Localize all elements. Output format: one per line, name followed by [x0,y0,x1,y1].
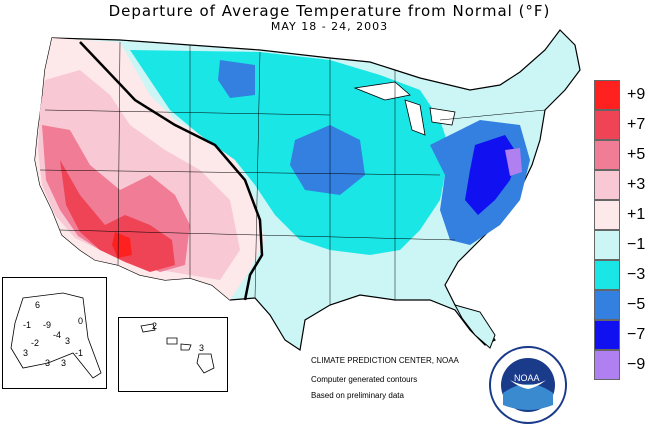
hawaii-label: 3 [199,343,205,353]
state-boundaries [39,41,546,305]
florida [454,304,496,349]
legend-swatch [594,320,620,350]
hawaii-islands [140,323,215,374]
legend-swatch [594,200,620,230]
legend-swatch [594,230,620,260]
legend-label: +9 [627,86,646,103]
legend-label: +3 [627,176,646,193]
alaska-label: -4 [53,330,62,340]
zone-minus3 [130,50,450,255]
legend-swatch [594,170,620,200]
zone-plus9 [112,232,132,258]
legend-label: −1 [627,236,646,253]
noaa-emblem [489,346,567,424]
map-subtitle: MAY 18 - 24, 2003 [270,20,389,33]
legend-label: −7 [627,326,646,343]
alaska-label: 3 [45,358,51,368]
noaa-logo-text: NOAA [514,373,540,383]
zone-minus7 [465,135,518,215]
legend-label: +1 [627,206,646,223]
alaska-label: -1 [23,320,32,330]
alaska-label: -2 [31,338,40,348]
legend-swatch [594,350,620,380]
legend-swatch [594,290,620,320]
legend-label: −9 [627,356,646,373]
zone-plus7 [60,160,175,272]
alaska-label: -9 [43,320,52,330]
alaska-label: 3 [61,358,67,368]
legend-label: −3 [627,266,646,283]
alaska-label: -1 [75,348,84,358]
alaska-shape [10,292,102,379]
legend-label: +5 [627,146,646,163]
zero-contour [79,41,264,301]
hawaii-label: 2 [152,321,158,331]
zone-minus9 [505,148,522,176]
alaska-label: 6 [35,300,41,310]
alaska-inset: 6 -1 -9 -4 -2 3 0 3 -1 3 3 [2,277,107,389]
credit-line1: Computer generated contours [311,375,418,384]
alaska-label: 3 [65,336,71,346]
legend-swatch [594,140,620,170]
credit-line2: Based on preliminary data [311,391,404,400]
noaa-logo: NOAA [488,345,568,425]
legend-label: +7 [627,116,646,133]
legend-swatch [594,260,620,290]
zone-minus5-mtn [218,60,255,98]
credit-center: CLIMATE PREDICTION CENTER, NOAA [311,356,459,365]
zone-minus5-plains [290,125,365,195]
legend-label: −5 [627,296,646,313]
great-lakes [353,81,456,136]
legend-swatch [594,110,620,140]
hawaii-inset: 2 3 [118,317,228,392]
map-title: Departure of Average Temperature from No… [108,2,551,20]
alaska-label: 3 [23,348,29,358]
alaska-label: 0 [78,316,84,326]
legend-swatch [594,80,620,110]
